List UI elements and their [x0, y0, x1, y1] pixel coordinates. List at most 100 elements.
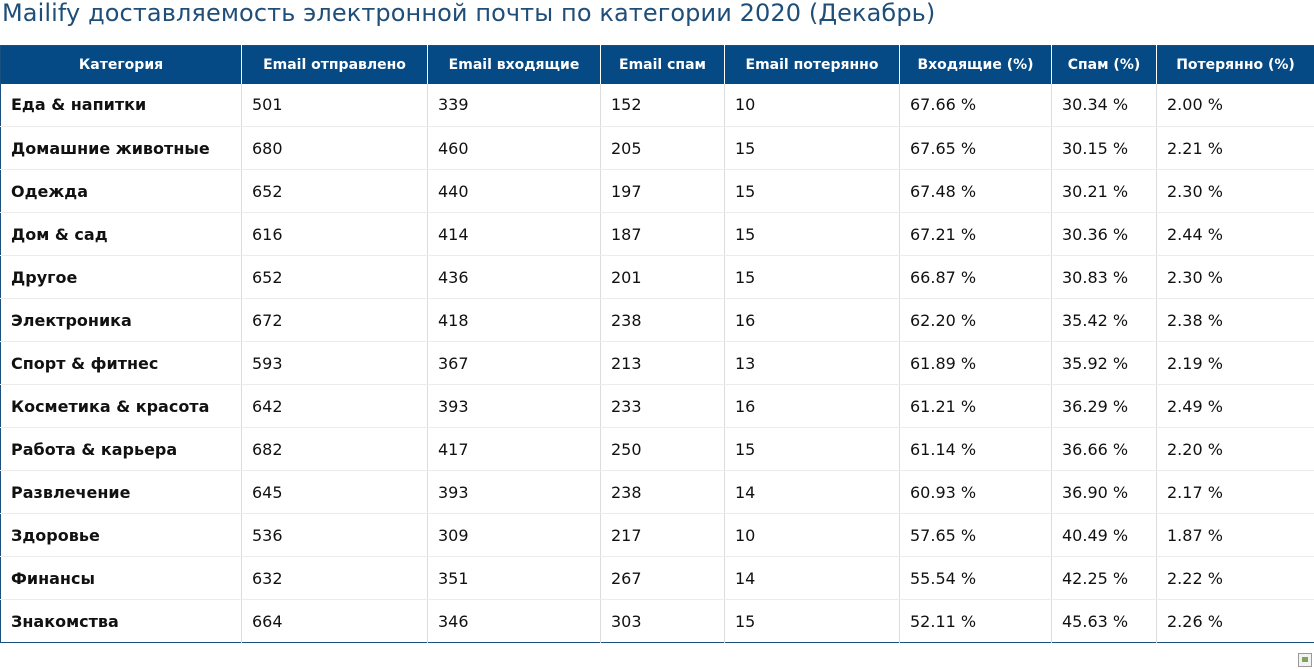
cell-spam-pct: 30.83 %	[1051, 255, 1157, 299]
cell-inbox: 460	[427, 126, 601, 170]
cell-spam-pct: 36.66 %	[1051, 427, 1157, 471]
cell-lost-pct: 2.44 %	[1156, 212, 1314, 256]
cell-lost-pct: 2.26 %	[1167, 611, 1223, 631]
deliverability-table: Категория Email отправлено Email входящи…	[0, 45, 1314, 643]
cell-inbox: 414	[427, 212, 601, 256]
cell-spam: 197	[600, 169, 725, 213]
table-row: Другое 652 436 201 15 66.87 % 30.83 % 2.30 %	[0, 255, 1314, 299]
cell-spam-pct: 36.29 %	[1051, 384, 1157, 428]
cell-inbox: 393	[427, 470, 601, 514]
cell-lost: 15	[724, 212, 900, 256]
table-row: Работа & карьера 682 417 250 15 61.14 % 36.66 …	[0, 427, 1314, 471]
cell-inbox-pct: 61.21 %	[899, 384, 1052, 428]
cell-category: Развлечение	[0, 470, 242, 514]
table-row: Домашние животные 680 460 205 15 67.65 % 30.15…	[0, 126, 1314, 170]
cell-spam-pct: 30.21 %	[1051, 169, 1157, 213]
cell-inbox-pct: 60.93 %	[899, 470, 1052, 514]
cell-lost: 13	[724, 341, 900, 385]
cell-spam-pct: 36.90 %	[1051, 470, 1157, 514]
cell-inbox-pct: 57.65 %	[899, 513, 1052, 557]
cell-category: Спорт & фитнес	[0, 341, 242, 385]
cell-inbox: 309	[427, 513, 601, 557]
cell-lost: 16	[724, 384, 900, 428]
cell-sent: 652	[241, 255, 428, 299]
column-header-sent: Email отправлено	[241, 45, 428, 84]
cell-lost: 14	[724, 470, 900, 514]
table-row: Спорт & фитнес 593 367 213 13 61.89 % 35.92 % 2…	[0, 341, 1314, 385]
cell-inbox: 440	[427, 169, 601, 213]
cell-lost: 14	[724, 556, 900, 600]
cell-spam: 303	[600, 599, 725, 643]
table-row: Косметика & красота 642 393 233 16 61.21 % 36.…	[0, 384, 1314, 428]
cell-inbox-pct: 67.48 %	[899, 169, 1052, 213]
column-header-spam-pct: Спам (%)	[1051, 45, 1157, 84]
cell-sent: 652	[241, 169, 428, 213]
cell-sent: 501	[241, 83, 428, 127]
cell-lost-pct: 2.38 %	[1156, 298, 1314, 342]
column-header-category: Категория	[0, 45, 242, 84]
cell-inbox-pct: 55.54 %	[899, 556, 1052, 600]
cell-lost-pct: 2.30 %	[1156, 169, 1314, 213]
cell-spam: 201	[600, 255, 725, 299]
cell-lost: 15	[724, 427, 900, 471]
broken-image-icon	[1298, 653, 1312, 667]
cell-lost-pct: 2.49 %	[1156, 384, 1314, 428]
cell-category: Работа & карьера	[0, 427, 242, 471]
cell-lost-pct: 1.87 %	[1156, 513, 1314, 557]
cell-lost: 15	[724, 599, 900, 643]
table-header-row: Категория Email отправлено Email входящи…	[0, 45, 1314, 84]
cell-spam: 213	[600, 341, 725, 385]
cell-sent: 593	[241, 341, 428, 385]
cell-inbox-pct: 61.89 %	[899, 341, 1052, 385]
cell-spam: 217	[600, 513, 725, 557]
cell-category: Одежда	[0, 169, 242, 213]
cell-lost-pct: 2.00 %	[1156, 83, 1314, 127]
cell-category: Другое	[0, 255, 242, 299]
cell-spam: 267	[600, 556, 725, 600]
cell-category: Здоровье	[0, 513, 242, 557]
cell-spam: 238	[600, 470, 725, 514]
cell-sent: 642	[241, 384, 428, 428]
table-row: Еда & напитки 501 339 152 10 67.66 % 30.34 % 2.…	[0, 83, 1314, 127]
cell-sent: 682	[241, 427, 428, 471]
cell-sent: 536	[241, 513, 428, 557]
cell-inbox: 417	[427, 427, 601, 471]
cell-lost-pct: 2.20 %	[1156, 427, 1314, 471]
cell-lost: 10	[724, 83, 900, 127]
cell-lost: 10	[724, 513, 900, 557]
column-header-inbox-pct: Входящие (%)	[899, 45, 1052, 84]
page-title: Mailify доставляемость электронной почты…	[2, 0, 936, 27]
cell-spam-pct: 45.63 %	[1051, 599, 1157, 643]
cell-spam-pct: 42.25 %	[1051, 556, 1157, 600]
cell-spam: 187	[600, 212, 725, 256]
cell-category: Электроника	[0, 298, 242, 342]
cell-inbox-pct: 62.20 %	[899, 298, 1052, 342]
column-header-lost: Email потерянно	[724, 45, 900, 84]
cell-lost-pct: 2.21 %	[1156, 126, 1314, 170]
cell-spam: 205	[600, 126, 725, 170]
column-header-lost-pct: Потерянно (%)	[1156, 45, 1314, 84]
cell-inbox-pct: 66.87 %	[899, 255, 1052, 299]
cell-lost-pct: 2.22 %	[1156, 556, 1314, 600]
table-row: Одежда 652 440 197 15 67.48 % 30.21 % 2.30 %	[0, 169, 1314, 213]
cell-inbox-pct: 52.11 %	[899, 599, 1052, 643]
cell-spam: 152	[600, 83, 725, 127]
cell-lost: 16	[724, 298, 900, 342]
cell-spam-pct: 40.49 %	[1051, 513, 1157, 557]
table-row: Знакомства 664 346 303 15 52.11 % 45.63 % 2.26 …	[0, 599, 1314, 643]
cell-lost: 15	[724, 255, 900, 299]
table-row: Финансы 632 351 267 14 55.54 % 42.25 % 2.22 %	[0, 556, 1314, 600]
column-header-spam: Email спам	[600, 45, 725, 84]
table-row: Электроника 672 418 238 16 62.20 % 35.42 % 2.38…	[0, 298, 1314, 342]
cell-sent: 680	[241, 126, 428, 170]
cell-category: Домашние животные	[0, 126, 242, 170]
cell-inbox-pct: 67.21 %	[899, 212, 1052, 256]
cell-lost-pct: 2.17 %	[1156, 470, 1314, 514]
table-row: Здоровье 536 309 217 10 57.65 % 40.49 % 1.87 %	[0, 513, 1314, 557]
cell-sent: 664	[241, 599, 428, 643]
cell-category: Косметика & красота	[0, 384, 242, 428]
cell-category: Еда & напитки	[0, 83, 242, 127]
cell-spam-pct: 30.15 %	[1051, 126, 1157, 170]
column-header-inbox: Email входящие	[427, 45, 601, 84]
cell-inbox: 367	[427, 341, 601, 385]
